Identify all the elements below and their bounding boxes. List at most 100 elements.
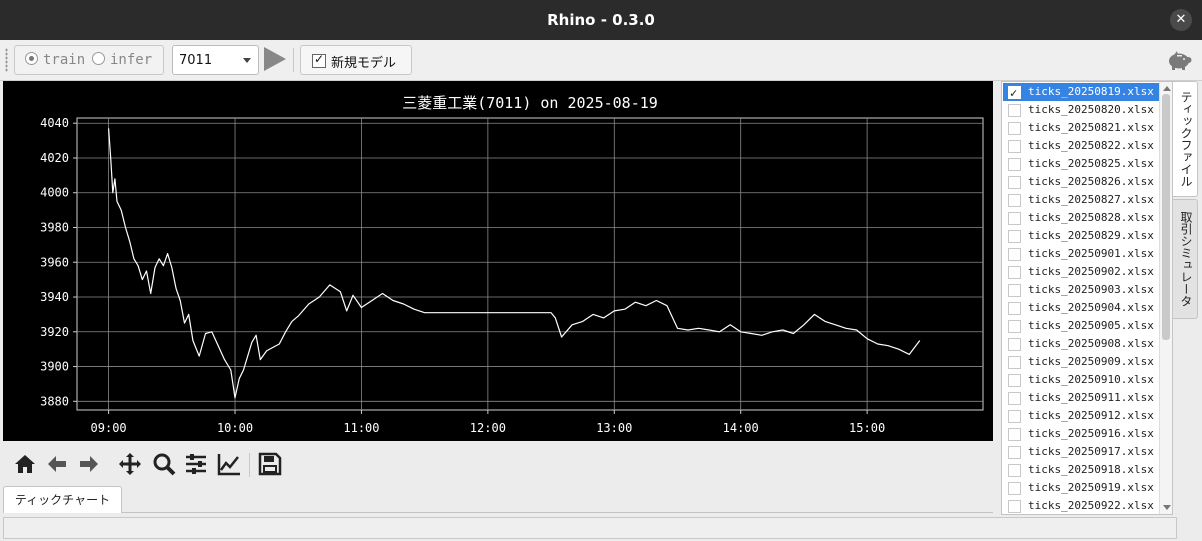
plot-frame xyxy=(76,117,984,411)
tick-chart[interactable]: 三菱重工業(7011) on 2025-08-19 3880 3900 3920 394… xyxy=(3,81,993,441)
file-checkbox[interactable] xyxy=(1008,158,1021,171)
file-list-item[interactable]: ticks_20250822.xlsx xyxy=(1003,137,1159,155)
stock-code-combobox[interactable]: 7011 xyxy=(172,45,259,75)
file-checkbox[interactable] xyxy=(1008,374,1021,387)
file-list-item[interactable]: ticks_20250825.xlsx xyxy=(1003,155,1159,173)
home-icon[interactable] xyxy=(13,452,37,476)
file-list-scrollbar[interactable] xyxy=(1159,82,1172,514)
y-tick-label: 3980 xyxy=(40,221,69,235)
file-checkbox[interactable] xyxy=(1008,248,1021,261)
file-list-item[interactable]: ticks_20250904.xlsx xyxy=(1003,299,1159,317)
new-model-checkbox[interactable]: 新規モデル xyxy=(300,45,412,75)
file-list-item[interactable]: ticks_20250919.xlsx xyxy=(1003,479,1159,497)
back-arrow-icon[interactable] xyxy=(45,452,69,476)
file-list-item[interactable]: ticks_20250821.xlsx xyxy=(1003,119,1159,137)
file-checkbox[interactable] xyxy=(1008,194,1021,207)
file-list-item[interactable]: ticks_20250827.xlsx xyxy=(1003,191,1159,209)
file-name-label: ticks_20250922.xlsx xyxy=(1028,499,1154,512)
tick-file-list[interactable]: ticks_20250819.xlsx ticks_20250820.xlsxti… xyxy=(1003,83,1159,514)
y-tick-label: 4040 xyxy=(40,116,69,130)
main-toolbar: train infer 7011 新規モデル xyxy=(0,40,1202,81)
file-name-label: ticks_20250820.xlsx xyxy=(1028,103,1154,116)
file-name-label: ticks_20250828.xlsx xyxy=(1028,211,1154,224)
y-tick-label: 3960 xyxy=(40,255,69,269)
tab-tick-chart[interactable]: ティックチャート xyxy=(3,486,122,513)
file-checkbox[interactable] xyxy=(1008,500,1021,513)
file-list-item[interactable]: ticks_20250912.xlsx xyxy=(1003,407,1159,425)
y-tick-label: 3900 xyxy=(40,360,69,374)
piggy-bank-icon[interactable] xyxy=(1166,51,1192,71)
file-checkbox[interactable] xyxy=(1008,212,1021,225)
forward-arrow-icon[interactable] xyxy=(77,452,101,476)
mode-radio-group: train infer xyxy=(14,45,164,75)
tab-tick-files[interactable]: ティックファイル xyxy=(1173,81,1198,197)
x-tick-label: 15:00 xyxy=(849,421,885,435)
close-button[interactable]: ✕ xyxy=(1170,9,1192,31)
file-name-label: ticks_20250827.xlsx xyxy=(1028,193,1154,206)
file-list-item[interactable]: ticks_20250916.xlsx xyxy=(1003,425,1159,443)
file-list-item[interactable]: ticks_20250826.xlsx xyxy=(1003,173,1159,191)
x-tick-label: 09:00 xyxy=(91,421,127,435)
file-checkbox[interactable] xyxy=(1008,482,1021,495)
file-checkbox[interactable] xyxy=(1008,176,1021,189)
checkbox-checked-icon xyxy=(312,52,326,68)
scroll-up-icon[interactable] xyxy=(1163,86,1171,91)
edit-axis-icon[interactable] xyxy=(217,452,241,476)
file-checkbox[interactable] xyxy=(1008,284,1021,297)
file-checkbox[interactable] xyxy=(1008,338,1021,351)
file-name-label: ticks_20250911.xlsx xyxy=(1028,391,1154,404)
file-checkbox[interactable] xyxy=(1008,356,1021,369)
file-list-item[interactable]: ticks_20250911.xlsx xyxy=(1003,389,1159,407)
tab-trade-simulator[interactable]: 取引シミュレータ xyxy=(1173,199,1198,319)
file-list-item[interactable]: ticks_20250903.xlsx xyxy=(1003,281,1159,299)
file-name-label: ticks_20250909.xlsx xyxy=(1028,355,1154,368)
file-list-item[interactable]: ticks_20250829.xlsx xyxy=(1003,227,1159,245)
zoom-icon[interactable] xyxy=(152,452,176,476)
file-checkbox[interactable] xyxy=(1008,392,1021,405)
file-checkbox[interactable] xyxy=(1008,104,1021,117)
tab-bar-divider xyxy=(121,512,993,513)
file-list-item[interactable]: ticks_20250901.xlsx xyxy=(1003,245,1159,263)
file-checkbox[interactable] xyxy=(1008,320,1021,333)
pan-icon[interactable] xyxy=(118,452,142,476)
file-name-label: ticks_20250902.xlsx xyxy=(1028,265,1154,278)
stock-code-value: 7011 xyxy=(179,53,213,68)
tick-chart-panel[interactable]: 三菱重工業(7011) on 2025-08-19 3880 3900 3920 394… xyxy=(3,81,993,441)
toolbar-grip[interactable] xyxy=(5,48,8,72)
mode-train-radio[interactable]: train xyxy=(25,52,85,68)
file-name-label: ticks_20250819.xlsx xyxy=(1028,85,1154,98)
file-checkbox[interactable] xyxy=(1008,410,1021,423)
file-list-item[interactable]: ticks_20250902.xlsx xyxy=(1003,263,1159,281)
file-checkbox[interactable] xyxy=(1008,302,1021,315)
scroll-down-icon[interactable] xyxy=(1163,505,1171,510)
file-name-label: ticks_20250901.xlsx xyxy=(1028,247,1154,260)
file-list-item[interactable]: ticks_20250905.xlsx xyxy=(1003,317,1159,335)
file-list-item[interactable]: ticks_20250820.xlsx xyxy=(1003,101,1159,119)
y-tick-label: 3920 xyxy=(40,325,69,339)
file-list-item[interactable]: ticks_20250828.xlsx xyxy=(1003,209,1159,227)
file-name-label: ticks_20250821.xlsx xyxy=(1028,121,1154,134)
configure-subplots-icon[interactable] xyxy=(184,452,208,476)
scrollbar-thumb[interactable] xyxy=(1162,94,1170,340)
file-list-item[interactable]: ticks_20250917.xlsx xyxy=(1003,443,1159,461)
file-checkbox[interactable] xyxy=(1008,230,1021,243)
file-checkbox[interactable] xyxy=(1008,140,1021,153)
file-checkbox[interactable] xyxy=(1008,122,1021,135)
file-name-label: ticks_20250825.xlsx xyxy=(1028,157,1154,170)
file-list-item[interactable]: ticks_20250922.xlsx xyxy=(1003,497,1159,514)
save-icon[interactable] xyxy=(258,452,282,476)
file-list-item[interactable]: ticks_20250908.xlsx xyxy=(1003,335,1159,353)
file-checkbox[interactable] xyxy=(1008,266,1021,279)
file-list-item[interactable]: ticks_20250819.xlsx xyxy=(1003,83,1159,102)
file-checkbox[interactable] xyxy=(1008,84,1021,102)
file-checkbox[interactable] xyxy=(1008,446,1021,459)
file-list-item[interactable]: ticks_20250909.xlsx xyxy=(1003,353,1159,371)
file-checkbox[interactable] xyxy=(1008,464,1021,477)
x-tick-label: 12:00 xyxy=(470,421,506,435)
file-checkbox[interactable] xyxy=(1008,428,1021,441)
play-icon[interactable] xyxy=(264,47,286,71)
file-list-item[interactable]: ticks_20250910.xlsx xyxy=(1003,371,1159,389)
file-list-item[interactable]: ticks_20250918.xlsx xyxy=(1003,461,1159,479)
mode-infer-radio[interactable]: infer xyxy=(92,52,152,68)
mode-infer-label: infer xyxy=(110,52,153,68)
